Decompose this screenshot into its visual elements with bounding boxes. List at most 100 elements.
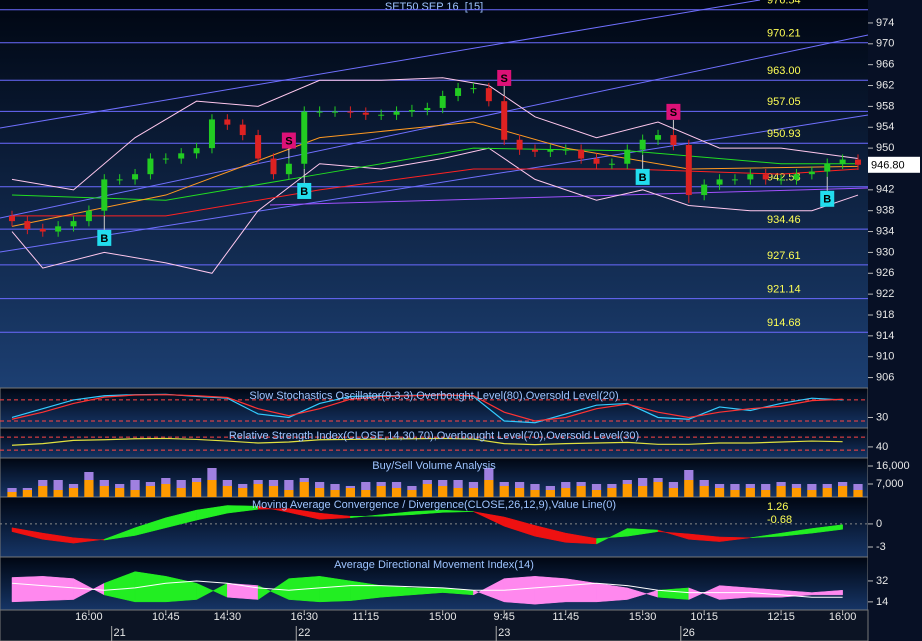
main-panel xyxy=(0,0,868,388)
candle-body xyxy=(562,149,569,151)
volume-bar xyxy=(284,480,294,490)
y-tick-label: 30 xyxy=(876,411,888,423)
volume-bar xyxy=(776,482,786,486)
volume-bar xyxy=(238,488,248,497)
volume-bar xyxy=(53,490,63,497)
series-line xyxy=(11,394,843,422)
signal-box xyxy=(281,132,296,149)
volume-bar xyxy=(176,480,186,488)
candle-body xyxy=(147,158,154,175)
time-axis xyxy=(0,609,869,641)
x-tick-label: 16:00 xyxy=(829,611,857,623)
volume-bar xyxy=(714,484,725,488)
volume-bar xyxy=(191,482,202,497)
y-tick-label: 32 xyxy=(876,575,888,587)
volume-bar xyxy=(161,484,171,497)
series-line xyxy=(11,437,843,446)
candle-body xyxy=(270,158,277,175)
signal-box xyxy=(635,168,650,185)
volume-bar xyxy=(7,492,17,497)
volume-bar xyxy=(222,486,232,497)
y-tick-label: 962 xyxy=(876,79,894,91)
trend-line xyxy=(269,187,869,206)
level-label: 957.05 xyxy=(767,96,801,108)
y-tick-label: 974 xyxy=(876,17,894,29)
candle-body xyxy=(824,163,831,172)
volume-bar xyxy=(99,486,109,497)
overlay-line xyxy=(11,147,859,274)
x-tick-label: 10:45 xyxy=(152,611,180,623)
candle-body xyxy=(347,111,354,113)
day-label: 26 xyxy=(683,627,695,639)
volume-bar xyxy=(714,488,725,497)
volume-bar xyxy=(84,472,94,480)
volume-bar xyxy=(638,486,648,497)
x-tick-label: 15:00 xyxy=(429,611,457,623)
overlay-line xyxy=(11,147,858,201)
candle-body xyxy=(178,153,185,159)
candle-body xyxy=(101,179,108,211)
volume-bar xyxy=(761,490,771,497)
y-tick-label: 926 xyxy=(876,267,894,279)
candle-body xyxy=(162,158,169,160)
volume-bar xyxy=(38,480,48,486)
signal-label: B xyxy=(639,172,647,184)
panel-title: Slow Stochastics Oscillator(9,3,3),Overb… xyxy=(249,390,618,402)
volume-bar xyxy=(315,482,325,488)
signal-label: S xyxy=(670,107,677,119)
volume-bar xyxy=(191,478,202,482)
y-tick-label: 16,000 xyxy=(876,460,910,472)
candle-body xyxy=(393,111,400,115)
y-tick-label: 954 xyxy=(876,121,894,133)
y-tick-label: 942 xyxy=(876,184,894,196)
volume-bar xyxy=(684,480,694,497)
trend-line xyxy=(0,0,761,129)
candle-body xyxy=(485,88,492,102)
volume-bar xyxy=(422,480,432,484)
volume-bar xyxy=(653,478,663,482)
y-tick-label: -3 xyxy=(876,541,886,553)
volume-bar xyxy=(130,480,140,490)
volume-bar xyxy=(761,484,771,490)
volume-bar xyxy=(591,484,602,490)
candle-body xyxy=(855,159,861,165)
panel-title: Average Directional Movement Index(14) xyxy=(334,559,534,571)
level-label: 963.00 xyxy=(767,65,801,77)
volume-bar xyxy=(745,488,755,497)
volume-bar xyxy=(391,482,402,488)
volume-bar xyxy=(638,478,648,486)
x-tick-label: 16:00 xyxy=(75,611,103,623)
volume-bar xyxy=(422,484,432,497)
volume-bar xyxy=(807,484,817,490)
volume-bar xyxy=(115,488,125,497)
y-tick-label: 938 xyxy=(876,205,894,217)
day-label: 23 xyxy=(498,627,510,639)
day-label: 21 xyxy=(114,627,126,639)
y-tick-label: 7,000 xyxy=(876,478,904,490)
candle-body xyxy=(132,174,139,180)
volume-bar xyxy=(853,490,863,497)
volume-bar xyxy=(668,482,679,488)
volume-bar xyxy=(468,482,479,488)
panel-title: Relative Strength Index(CLOSE,14,30,70),… xyxy=(229,430,639,442)
candle-body xyxy=(332,111,339,113)
candle-body xyxy=(39,228,46,232)
volume-bar xyxy=(514,488,525,497)
candle-body xyxy=(670,135,677,145)
level-label: 927.61 xyxy=(767,250,801,262)
volume-bar xyxy=(99,480,109,486)
ribbon-segment xyxy=(811,524,843,534)
volume-bar xyxy=(115,484,125,488)
candle-body xyxy=(24,221,31,229)
candle-body xyxy=(55,226,62,232)
y-tick-label: 910 xyxy=(876,351,894,363)
trend-lines xyxy=(0,0,869,253)
ribbon-segment xyxy=(42,576,74,601)
candle-body xyxy=(424,107,431,111)
volume-bar xyxy=(791,488,802,497)
candle-body xyxy=(685,144,692,196)
volume-bar xyxy=(438,486,448,497)
volume-bar xyxy=(530,490,540,497)
